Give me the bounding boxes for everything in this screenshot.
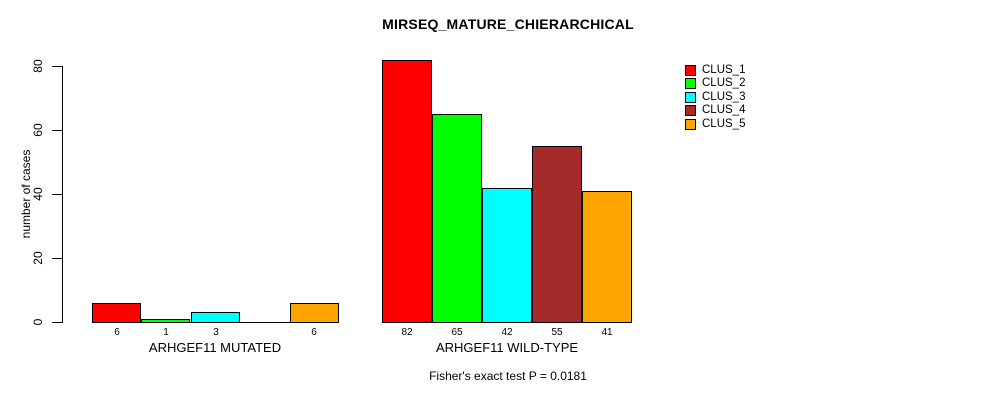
y-axis-line <box>62 66 63 323</box>
bar-clus_2-wild-type <box>432 114 482 323</box>
bar-value-label: 1 <box>163 327 169 338</box>
y-tick-label: 20 <box>31 251 45 265</box>
y-tick <box>52 66 62 67</box>
bar-clus_1-wild-type <box>382 60 432 323</box>
y-tick <box>52 258 62 259</box>
bar-value-label: 41 <box>601 327 613 338</box>
x-group-label-mutated: ARHGEF11 MUTATED <box>148 340 282 355</box>
legend-label: CLUS_5 <box>702 118 746 130</box>
bar-value-label: 6 <box>311 327 317 338</box>
y-tick <box>52 322 62 323</box>
bar-value-label: 82 <box>401 327 413 338</box>
y-tick <box>52 194 62 195</box>
legend-label: CLUS_2 <box>702 77 746 89</box>
bar-value-label: 55 <box>551 327 563 338</box>
bar-value-label: 65 <box>451 327 463 338</box>
bar-value-label: 3 <box>213 327 219 338</box>
legend-swatch-icon <box>685 105 696 116</box>
legend-swatch-icon <box>685 65 696 76</box>
y-tick-label: 0 <box>31 318 45 326</box>
legend-label: CLUS_1 <box>702 64 746 76</box>
bar-clus_2-mutated <box>141 319 190 323</box>
footer-note: Fisher's exact test P = 0.0181 <box>429 369 587 383</box>
y-tick-label: 60 <box>31 123 45 137</box>
bar-clus_5-mutated <box>290 303 339 323</box>
bar-clus_3-mutated <box>191 312 240 323</box>
bar-clus_4-wild-type <box>532 146 582 323</box>
legend-swatch-icon <box>685 119 696 130</box>
legend-label: CLUS_4 <box>702 104 746 116</box>
y-tick-label: 80 <box>31 59 45 73</box>
y-tick-label: 40 <box>31 187 45 201</box>
chart-title: MIRSEQ_MATURE_CHIERARCHICAL <box>382 16 634 32</box>
y-tick <box>52 130 62 131</box>
legend-label: CLUS_3 <box>702 91 746 103</box>
bar-value-label: 42 <box>501 327 513 338</box>
bar-value-label: 6 <box>114 327 120 338</box>
bar-clus_5-wild-type <box>582 191 632 323</box>
legend-swatch-icon <box>685 92 696 103</box>
x-group-label-wild-type: ARHGEF11 WILD-TYPE <box>435 340 579 355</box>
bar-clus_3-wild-type <box>482 188 532 323</box>
legend-swatch-icon <box>685 78 696 89</box>
bar-clus_1-mutated <box>92 303 141 323</box>
